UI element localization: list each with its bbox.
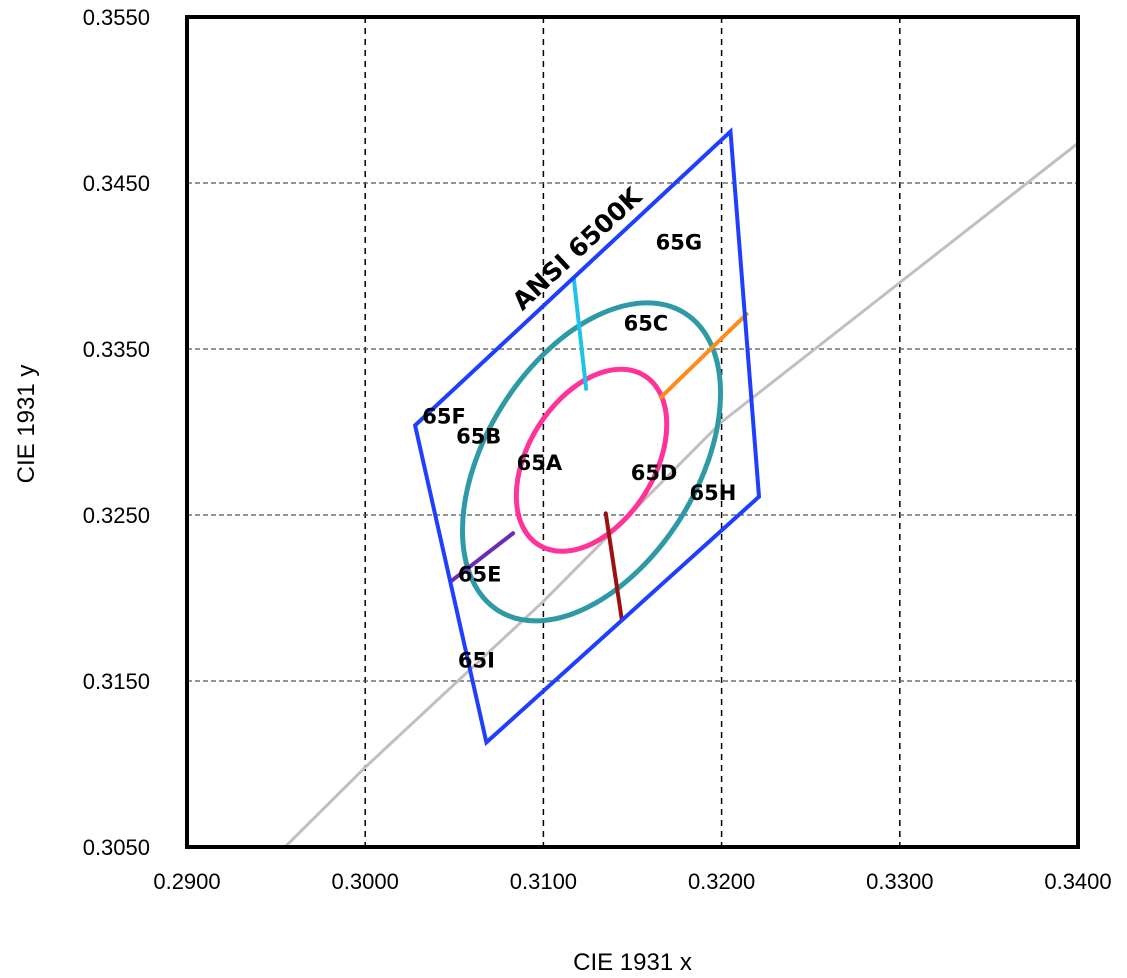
plot-frame [185, 15, 1080, 849]
purple-segment [448, 531, 516, 584]
x-tick-label: 0.3000 [332, 869, 399, 894]
region-label-65h: 65H [690, 481, 737, 505]
region-label-65f: 65F [422, 405, 466, 429]
region-label-65i: 65I [458, 649, 495, 673]
outer-ellipse [460, 300, 724, 624]
region-label-65a: 65A [517, 451, 563, 475]
region-label-65d: 65D [631, 461, 678, 485]
grid-lines [187, 17, 1078, 847]
y-tick-label: 0.3450 [83, 171, 150, 196]
dark-red-segment [603, 511, 624, 622]
x-tick-label: 0.3100 [510, 869, 577, 894]
region-label-65c: 65C [624, 312, 669, 336]
series-layer [283, 127, 1078, 847]
x-tick-label: 0.3200 [688, 869, 755, 894]
y-axis-label: CIE 1931 y [13, 365, 40, 484]
inner-ellipse [513, 366, 670, 554]
region-label-65g: 65G [656, 230, 702, 254]
y-tick-label: 0.3350 [83, 337, 150, 362]
cyan-segment [571, 275, 589, 391]
y-tick-label: 0.3250 [83, 503, 150, 528]
x-tick-label: 0.3300 [866, 869, 933, 894]
ansi-quadrangle [412, 127, 762, 747]
y-tick-label: 0.3050 [83, 835, 150, 860]
x-axis-label: CIE 1931 x [573, 949, 692, 976]
x-tick-label: 0.3400 [1044, 869, 1111, 894]
region-label-65b: 65B [456, 425, 501, 449]
y-tick-label: 0.3550 [83, 5, 150, 30]
tick-labels: 0.2900 0.3000 0.3100 0.3200 0.3300 0.3400 0.30… [83, 5, 1112, 894]
region-label-65e: 65E [458, 562, 502, 586]
y-tick-label: 0.3150 [83, 669, 150, 694]
orange-segment [659, 312, 749, 400]
x-tick-label: 0.2900 [153, 869, 220, 894]
